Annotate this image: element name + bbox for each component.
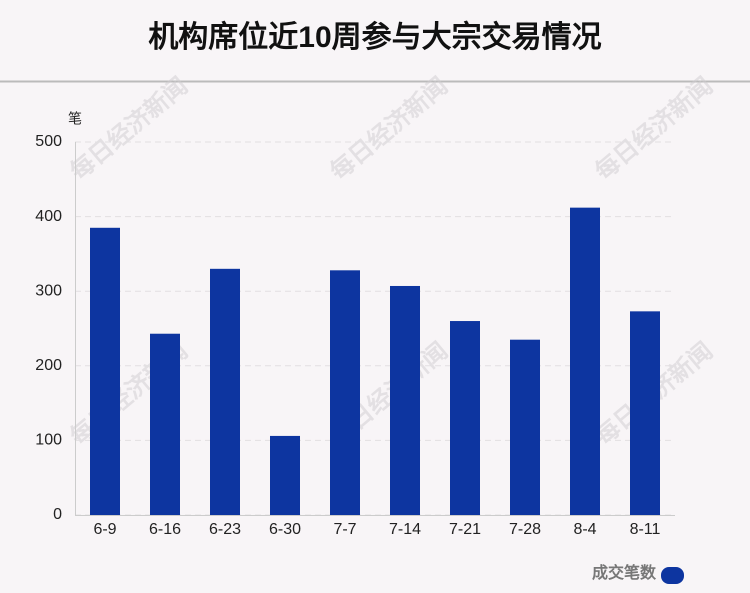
bar — [630, 311, 660, 515]
x-tick-label: 6-30 — [269, 521, 301, 538]
bar — [570, 207, 600, 515]
x-tick-label: 7-21 — [449, 521, 481, 538]
bar — [510, 339, 540, 515]
x-tick-label: 6-9 — [93, 521, 116, 538]
y-tick-label: 400 — [35, 208, 62, 225]
y-axis-label: 笔 — [68, 111, 82, 127]
x-tick-label: 6-23 — [209, 521, 241, 538]
bar — [90, 227, 120, 516]
legend-swatch — [661, 567, 684, 584]
y-tick-label: 300 — [35, 282, 62, 299]
x-tick-label: 8-11 — [630, 521, 661, 538]
bar — [210, 268, 240, 515]
y-tick-label: 100 — [35, 432, 62, 449]
bar — [390, 285, 420, 515]
legend: 成交笔数 — [592, 563, 684, 584]
x-tick-label: 6-16 — [149, 521, 181, 538]
x-tick-label: 8-4 — [573, 521, 596, 538]
bar — [150, 333, 180, 515]
legend-label: 成交笔数 — [592, 563, 657, 582]
x-tick-label: 7-28 — [509, 521, 541, 538]
y-tick-label: 500 — [35, 133, 62, 150]
x-tick-label: 7-14 — [389, 521, 421, 538]
bar — [270, 435, 300, 515]
y-tick-label: 0 — [53, 506, 62, 523]
chart-title: 机构席位近10周参与大宗交易情况 — [148, 20, 601, 54]
y-tick-label: 200 — [35, 357, 62, 374]
x-tick-label: 7-7 — [333, 521, 356, 538]
bar — [450, 321, 480, 515]
bar — [330, 270, 360, 515]
